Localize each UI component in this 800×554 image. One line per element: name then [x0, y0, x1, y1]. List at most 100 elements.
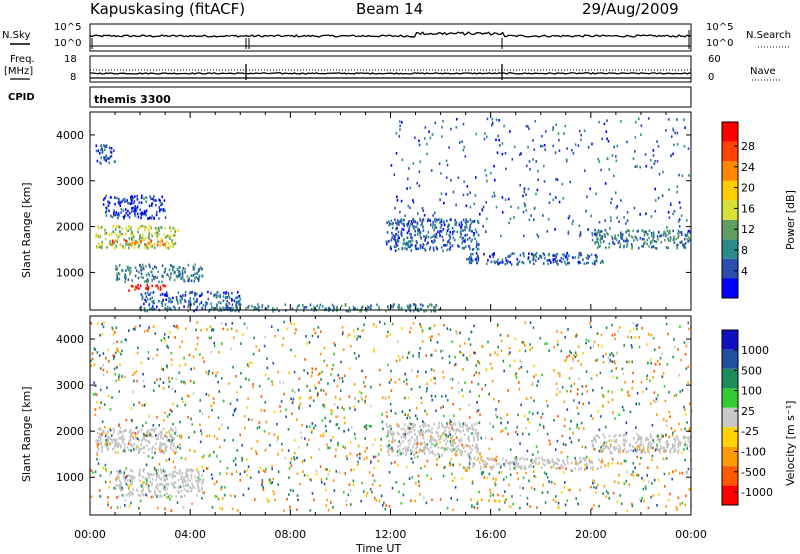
data-cell	[191, 502, 193, 506]
data-cell	[386, 221, 388, 224]
data-cell	[231, 507, 234, 511]
data-cell	[509, 473, 512, 476]
data-cell	[474, 430, 477, 434]
data-cell	[471, 481, 474, 485]
data-cell	[475, 258, 477, 261]
data-cell	[160, 431, 163, 435]
data-cell	[352, 483, 355, 486]
data-cell	[642, 447, 645, 450]
data-cell	[546, 404, 549, 408]
data-cell	[471, 423, 473, 427]
data-cell	[136, 198, 139, 201]
data-cell	[166, 365, 168, 369]
data-cell	[528, 160, 531, 163]
data-cell	[166, 435, 169, 439]
data-cell	[413, 453, 415, 456]
data-cell	[402, 223, 405, 226]
data-cell	[464, 450, 467, 453]
data-cell	[608, 168, 611, 171]
data-cell	[506, 261, 509, 265]
data-cell	[313, 384, 316, 388]
data-cell	[265, 468, 267, 471]
data-cell	[557, 343, 559, 346]
data-cell	[634, 136, 637, 139]
data-cell	[500, 430, 502, 433]
data-cell	[453, 229, 456, 233]
data-cell	[413, 220, 415, 223]
data-cell	[126, 199, 128, 202]
data-cell	[195, 292, 197, 296]
data-cell	[611, 457, 614, 461]
data-cell	[213, 344, 216, 348]
data-cell	[200, 291, 203, 295]
data-cell	[632, 445, 634, 448]
data-cell	[628, 233, 630, 237]
data-cell	[593, 485, 595, 489]
data-cell	[113, 209, 115, 212]
data-cell	[99, 432, 101, 436]
data-cell	[207, 290, 209, 294]
data-cell	[636, 455, 638, 459]
data-cell	[470, 330, 472, 334]
data-cell	[419, 347, 422, 350]
data-cell	[464, 225, 466, 229]
data-cell	[247, 365, 250, 368]
data-cell	[507, 260, 510, 263]
data-cell	[567, 488, 570, 492]
data-cell	[619, 231, 622, 235]
data-cell	[255, 450, 257, 453]
data-cell	[143, 438, 146, 441]
data-cell	[303, 306, 306, 309]
data-cell	[242, 333, 244, 336]
data-cell	[596, 233, 598, 236]
data-cell	[114, 451, 117, 454]
data-cell	[647, 445, 650, 448]
data-cell	[172, 429, 174, 432]
data-cell	[598, 231, 600, 234]
data-cell	[132, 492, 134, 496]
data-cell	[563, 254, 565, 257]
data-cell	[372, 323, 375, 326]
data-cell	[201, 456, 204, 459]
data-cell	[363, 457, 366, 461]
data-cell	[396, 454, 399, 457]
data-cell	[410, 236, 413, 239]
data-cell	[637, 434, 640, 438]
data-cell	[90, 364, 92, 368]
data-cell	[181, 397, 183, 400]
data-cell	[208, 434, 211, 438]
data-cell	[306, 342, 308, 345]
data-cell	[192, 268, 195, 271]
data-cell	[495, 205, 498, 209]
data-cell	[152, 357, 154, 360]
data-cell	[117, 216, 119, 220]
data-cell	[591, 439, 593, 443]
data-cell	[200, 328, 202, 332]
data-cell	[641, 450, 644, 454]
data-cell	[395, 132, 398, 135]
data-cell	[302, 309, 305, 312]
data-cell	[138, 450, 140, 453]
data-cell	[282, 381, 285, 385]
data-cell	[246, 326, 248, 330]
data-cell	[218, 390, 221, 393]
data-cell	[626, 211, 629, 214]
data-cell	[663, 446, 666, 450]
data-cell	[407, 445, 410, 449]
data-cell	[399, 450, 401, 453]
data-cell	[179, 495, 182, 498]
data-cell	[618, 240, 621, 243]
data-cell	[179, 485, 182, 489]
data-cell	[148, 242, 151, 246]
data-cell	[98, 435, 100, 439]
data-cell	[368, 424, 371, 428]
data-cell	[141, 194, 143, 198]
data-cell	[541, 491, 544, 494]
data-cell	[138, 243, 141, 247]
data-cell	[388, 220, 390, 223]
data-cell	[144, 228, 146, 232]
data-cell	[168, 297, 170, 300]
data-cell	[231, 303, 234, 307]
data-cell	[172, 470, 175, 474]
data-cell	[677, 229, 680, 232]
